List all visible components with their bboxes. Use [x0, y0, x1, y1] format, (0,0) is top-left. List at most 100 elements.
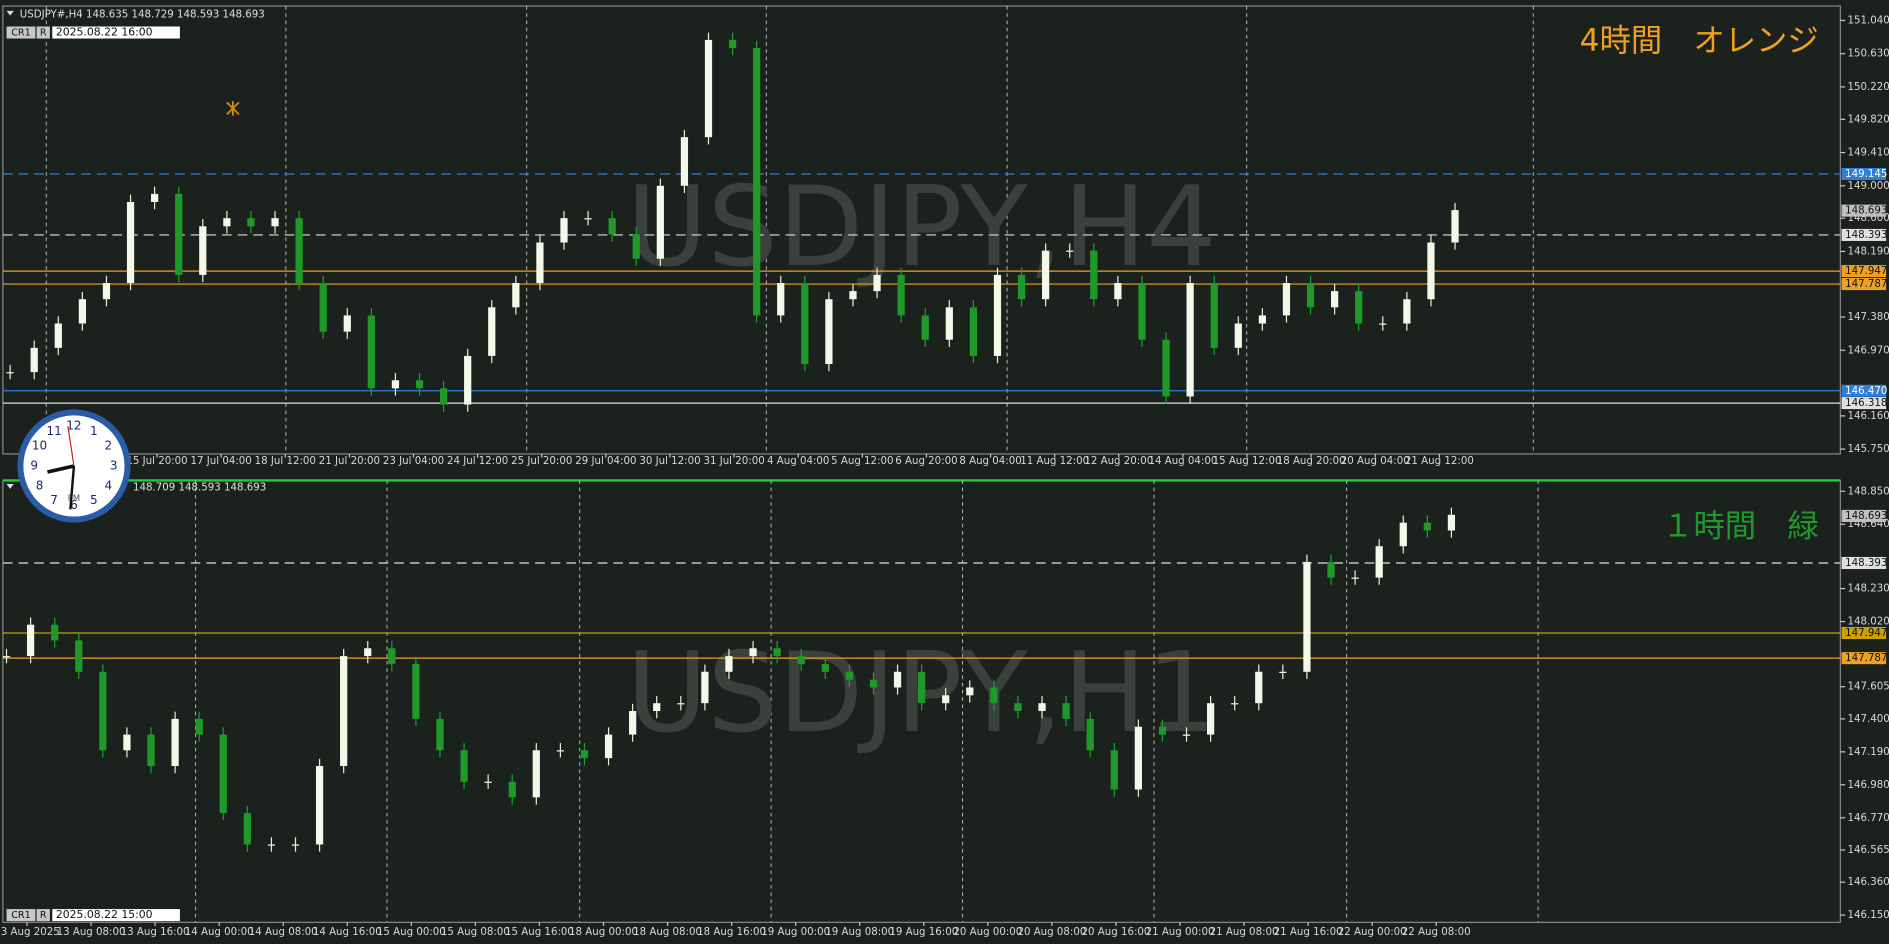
candle: [151, 193, 159, 202]
price-tick-label: 149.410: [1848, 148, 1889, 159]
time-label: 13 Aug 16:00: [121, 927, 190, 938]
candle: [102, 283, 111, 300]
price-tick-label: 146.980: [1848, 780, 1889, 791]
time-label: 22 Aug 08:00: [1402, 927, 1471, 938]
flag: R: [40, 28, 47, 39]
candle: [295, 218, 303, 284]
candle: [849, 291, 857, 300]
candle: [801, 283, 809, 365]
mode: CR1: [11, 910, 31, 921]
price-tick-label: 150.220: [1848, 82, 1889, 93]
candle: [199, 226, 207, 275]
candle: [990, 687, 998, 704]
time-label: 31 Jul 20:00: [703, 456, 764, 467]
price-tick-label: 149.820: [1848, 114, 1889, 125]
clock-numeral: 7: [50, 493, 58, 507]
candle: [1303, 561, 1311, 672]
candle: [247, 218, 255, 227]
clock-numeral: 2: [105, 439, 113, 453]
level-tag: [1841, 509, 1887, 522]
candle: [945, 307, 953, 340]
candle: [918, 671, 926, 704]
candle: [749, 648, 757, 657]
time-label: 25 Jul 20:00: [511, 456, 572, 467]
time-label: 6 Aug 20:00: [895, 456, 957, 467]
candle: [171, 718, 179, 766]
candle: [1379, 323, 1387, 325]
time-label: 19 Aug 00:00: [761, 927, 830, 938]
watermark: USDJPY,H4: [626, 163, 1216, 292]
time-label: 15 Aug 16:00: [505, 927, 574, 938]
candle: [147, 734, 155, 766]
time-label: 12 Aug 20:00: [1084, 456, 1153, 467]
candle: [873, 274, 881, 292]
level-label: 148.393: [1845, 558, 1887, 569]
candle: [1231, 703, 1239, 705]
time-label: 19 Aug 08:00: [825, 927, 894, 938]
clock-numeral: 12: [66, 419, 81, 433]
candle: [1162, 339, 1170, 397]
level-tag: [1841, 168, 1887, 181]
mode-box: [6, 26, 36, 39]
candle: [54, 323, 62, 348]
candle: [219, 734, 227, 814]
candle: [921, 315, 929, 340]
price-tick-label: 148.850: [1848, 486, 1889, 497]
cursor-icon: [226, 101, 240, 116]
clock-numeral: 3: [110, 458, 118, 472]
price-tick-label: 147.190: [1848, 747, 1889, 758]
level-label: 148.693: [1845, 206, 1887, 217]
time-label: 14 Aug 08:00: [249, 927, 318, 938]
level-label: 146.470: [1845, 386, 1887, 397]
price-tick-label: 145.750: [1848, 444, 1889, 455]
candle: [1282, 283, 1291, 316]
candle: [753, 48, 761, 316]
time-label: 8 Aug 04:00: [959, 456, 1021, 467]
time-label: 14 Aug 00:00: [185, 927, 254, 938]
candle: [969, 307, 978, 356]
level-tag: [1841, 228, 1887, 241]
level-label: 147.787: [1845, 653, 1887, 664]
flag: R: [40, 910, 47, 921]
time-label: 4 Aug 04:00: [767, 456, 829, 467]
candle: [1403, 299, 1411, 324]
date-box: [52, 26, 180, 39]
candle: [1038, 703, 1046, 712]
time-label: 14 Aug 04:00: [1148, 456, 1217, 467]
time-label: 29 Jul 04:00: [575, 456, 636, 467]
price-tick-label: 151.040: [1848, 15, 1889, 26]
candle: [869, 679, 878, 688]
candle: [604, 734, 613, 759]
candle: [78, 299, 86, 324]
time-label: 21 Aug 12:00: [1405, 456, 1474, 467]
symbol-info: 148.709 148.593 148.693: [133, 483, 266, 494]
candle: [319, 283, 327, 332]
candle: [1042, 250, 1050, 300]
level-tag: [1841, 265, 1887, 278]
hour-hand: [47, 464, 75, 474]
level-label: 148.693: [1845, 511, 1887, 522]
time-label: 13 Aug 08:00: [57, 927, 126, 938]
clock-numeral: 1: [90, 424, 98, 438]
level-label: 148.393: [1845, 230, 1887, 241]
clock-numeral: 4: [105, 478, 113, 492]
candle: [1066, 250, 1074, 252]
candle: [1399, 522, 1407, 547]
clock-numeral: 9: [30, 458, 38, 472]
candle: [966, 687, 974, 696]
candle: [123, 734, 131, 751]
candle: [243, 813, 251, 845]
candle: [560, 218, 568, 243]
date: 2025.08.22 16:00: [56, 26, 153, 39]
level-tag: [1841, 397, 1887, 410]
candle: [415, 380, 424, 389]
time-label: 21 Aug 08:00: [1210, 927, 1279, 938]
candle: [653, 703, 661, 712]
time-label: 22 Aug 00:00: [1338, 927, 1407, 938]
price-tick-label: 148.600: [1848, 213, 1889, 224]
candle: [1114, 283, 1122, 300]
candle: [1158, 726, 1167, 735]
price-tick-label: 146.970: [1848, 345, 1889, 356]
candle: [488, 307, 496, 356]
